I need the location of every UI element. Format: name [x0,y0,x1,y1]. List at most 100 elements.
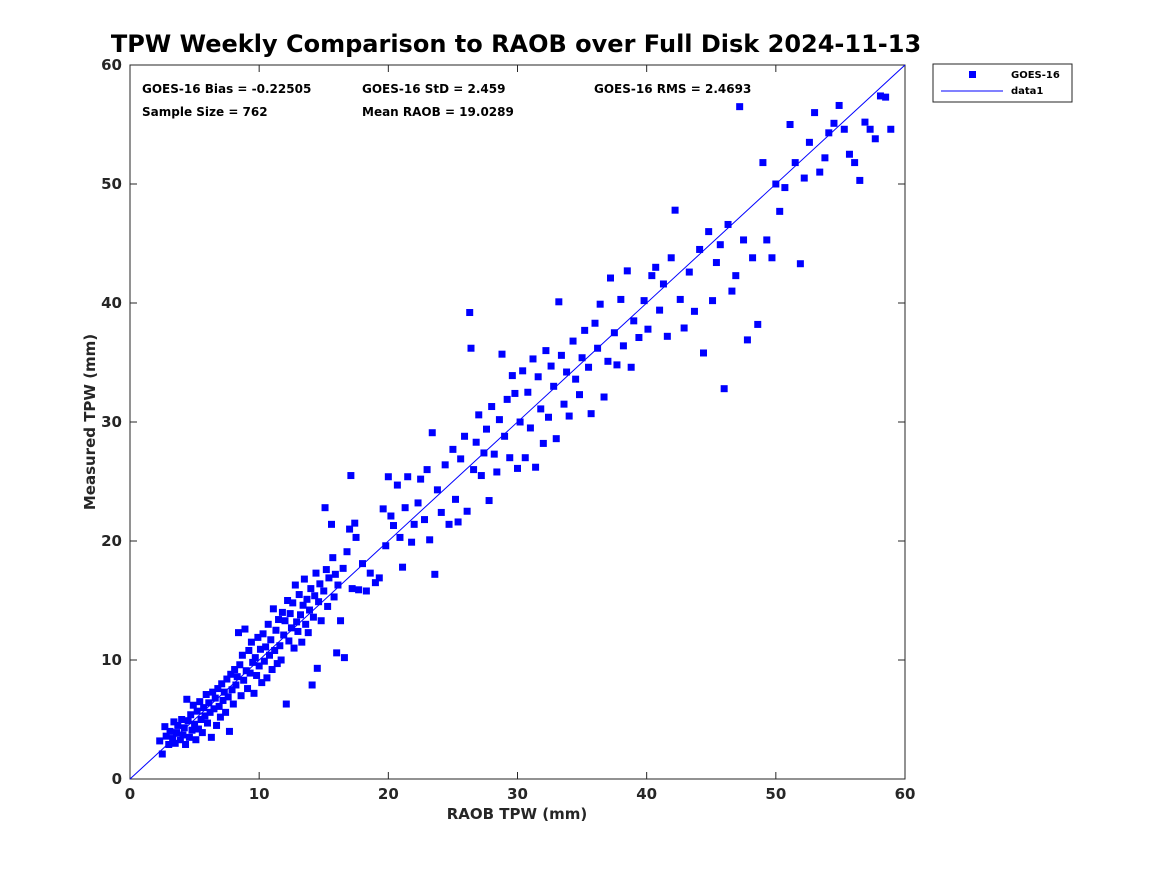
y-axis: 0 10 20 30 40 50 60 [101,56,905,788]
data-point [591,319,599,327]
data-point [431,570,439,578]
data-point [352,533,360,541]
data-point [768,254,776,262]
data-point [498,350,506,358]
data-point [231,666,239,674]
data-point [461,432,469,440]
rms-annotation: GOES-16 RMS = 2.4693 [594,82,751,96]
data-point [408,538,416,546]
data-point [384,473,392,481]
data-point [269,605,277,613]
data-point [547,362,555,370]
data-point [740,236,748,244]
data-point [267,636,275,644]
data-point [295,591,303,599]
data-point [311,592,319,600]
data-point [169,735,177,743]
data-point [659,280,667,288]
data-point [180,724,188,732]
data-point [242,667,250,675]
data-point [259,630,267,638]
data-point [532,463,540,471]
data-point [293,618,301,626]
data-point [304,629,312,637]
data-point [196,698,204,706]
data-point [346,525,354,533]
data-point [485,497,493,505]
data-point [428,429,436,437]
data-point [294,627,302,635]
data-point [805,138,813,146]
data-point [390,522,397,530]
data-point [371,579,379,587]
data-point [871,135,879,143]
data-point [414,499,422,507]
data-point [215,702,223,710]
data-point [237,692,245,700]
data-point [743,336,751,344]
data-point [351,519,359,527]
data-point [275,616,283,624]
data-point [736,103,744,111]
data-point [696,245,704,253]
data-point [516,418,524,426]
data-point [324,602,332,610]
data-point [250,689,258,697]
data-point [587,410,595,418]
data-point [816,168,824,176]
data-point [229,700,237,708]
data-point [165,740,173,748]
data-point [635,334,643,342]
data-point [258,679,266,687]
x-tick-label: 30 [507,785,528,803]
data-point [607,274,614,282]
data-point [652,263,660,271]
data-point [572,375,580,383]
data-point [282,700,290,708]
data-point [470,466,478,474]
data-point [179,731,187,739]
x-axis: 0 10 20 30 40 50 60 [125,65,915,803]
data-point [387,512,395,520]
data-point [840,125,848,133]
data-point [480,449,488,457]
data-point [488,403,496,411]
data-point [366,569,374,577]
data-point [495,416,503,424]
data-point [291,581,299,589]
data-point [333,649,341,657]
y-tick-label: 40 [101,294,122,312]
data-point [526,424,534,432]
data-point [309,613,317,621]
data-point [845,150,853,158]
data-point [192,736,200,744]
data-point [224,693,232,701]
data-point [240,676,248,684]
data-point [198,729,206,737]
data-point [227,670,235,678]
data-point [331,570,339,578]
data-point [303,595,311,603]
data-point [441,461,449,469]
data-point [241,625,249,633]
data-point [781,184,789,192]
x-tick-label: 40 [636,785,657,803]
data-point [174,721,182,729]
data-point [623,267,631,275]
x-axis-label: RAOB TPW (mm) [447,805,588,823]
data-point [362,587,370,595]
data-point [286,610,294,618]
chart-title: TPW Weekly Comparison to RAOB over Full … [111,30,921,58]
data-point [228,686,236,694]
data-point [189,701,197,709]
data-point [537,405,545,413]
data-point [330,593,338,601]
data-point [315,598,323,606]
data-point [166,727,174,735]
x-tick-label: 20 [378,785,399,803]
data-point [393,481,401,489]
data-point [218,680,226,688]
data-point [285,637,293,645]
data-point [585,363,593,371]
